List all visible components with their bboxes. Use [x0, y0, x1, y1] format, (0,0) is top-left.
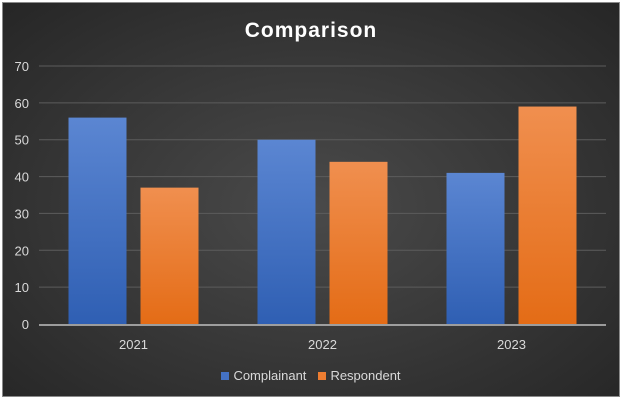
- x-tick-label: 2021: [119, 337, 148, 352]
- chart-title: Comparison: [244, 19, 378, 42]
- y-tick-label: 30: [15, 206, 29, 221]
- y-tick-label: 70: [15, 59, 29, 74]
- plot-area: 0 10 20 30 40 50 60 70 2021 2022 2023: [15, 59, 606, 352]
- legend-item-complainant: Complainant: [221, 368, 306, 383]
- y-tick-label: 50: [15, 133, 29, 148]
- bar-complainant-2021: [68, 117, 127, 324]
- y-tick-label: 40: [15, 170, 29, 185]
- legend-item-respondent: Respondent: [318, 368, 401, 383]
- bar-complainant-2023: [446, 172, 505, 324]
- legend-label-complainant: Complainant: [233, 368, 307, 383]
- bar-respondent-2023: [518, 106, 577, 325]
- legend-label-respondent: Respondent: [330, 368, 401, 383]
- x-tick-label: 2023: [497, 337, 526, 352]
- y-tick-label: 60: [15, 96, 29, 111]
- x-tick-label: 2022: [308, 337, 337, 352]
- chart-area: Comparison 0 10 20 30 40 50 60 70 2021 2022 2023 C…: [2, 2, 620, 397]
- y-tick-label: 20: [15, 243, 29, 258]
- y-tick-label: 0: [22, 317, 29, 332]
- legend-swatch-complainant: [221, 371, 230, 380]
- y-tick-label: 10: [15, 280, 29, 295]
- legend: Complainant Respondent: [3, 368, 619, 383]
- bar-respondent-2022: [329, 161, 388, 324]
- bar-respondent-2021: [140, 187, 199, 324]
- legend-swatch-respondent: [318, 371, 327, 380]
- bar-complainant-2022: [257, 139, 316, 324]
